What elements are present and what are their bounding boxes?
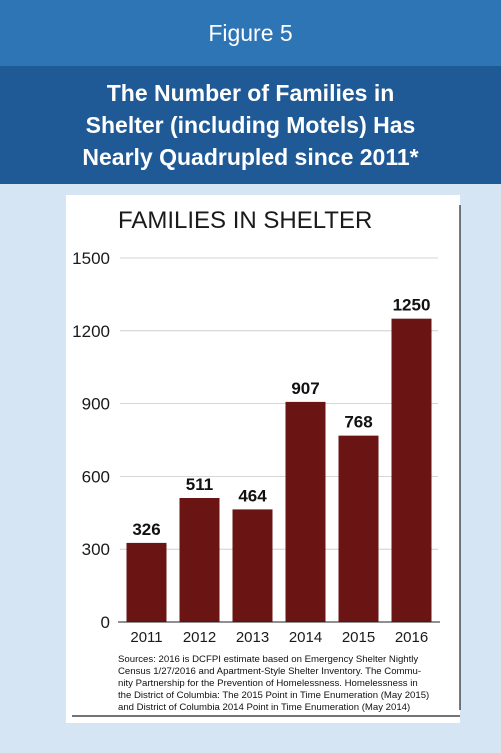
y-axis-ticks: 0 300 600 900 1200 1500 [72,249,110,632]
figure-title-line-1: The Number of Families in [106,80,395,106]
x-tick-label: 2014 [289,629,322,646]
bar [285,401,326,622]
y-tick-label: 0 [101,613,110,632]
y-tick-label: 300 [82,540,110,559]
sources-line-3: nity Partnership for the Prevention of H… [118,678,418,689]
figure-title-line-2: Shelter (including Motels) Has [85,112,416,138]
figure-label: Figure 5 [0,0,501,66]
data-label: 1250 [393,296,431,315]
sources-line-5: and District of Columbia 2014 Point in T… [118,702,411,713]
y-tick-label: 1200 [72,322,110,341]
bar [338,435,379,622]
y-tick-label: 600 [82,467,110,486]
data-label: 326 [132,520,160,539]
y-tick-label: 1500 [72,249,110,268]
x-tick-label: 2011 [130,629,162,646]
bar [391,318,432,622]
data-label: 511 [186,475,213,494]
data-label: 768 [344,413,372,432]
sources-note: Sources: 2016 is DCFPI estimate based on… [118,654,458,714]
sources-line-4: the District of Columbia: The 2015 Point… [118,690,430,701]
data-labels: 326 511 464 907 768 1250 [132,296,430,539]
x-tick-label: 2013 [236,629,269,646]
x-tick-label: 2012 [183,629,216,646]
x-axis-ticks: 2011 2012 2013 2014 2015 2016 [130,629,428,646]
bar [232,509,273,622]
bar [179,497,220,622]
sources-line-2: Census 1/27/2016 and Apartment-Style She… [118,666,422,677]
x-tick-label: 2016 [395,629,428,646]
data-label: 464 [238,486,267,505]
data-label: 907 [291,379,319,398]
y-tick-label: 900 [82,395,110,414]
gridlines [120,257,438,550]
bars [126,318,432,622]
x-tick-label: 2015 [342,629,375,646]
figure-title-line-3: Nearly Quadrupled since 2011* [82,144,419,170]
figure-title: The Number of Families in Shelter (inclu… [0,66,501,184]
chart-title: FAMILIES IN SHELTER [118,207,372,234]
bar [126,542,167,622]
sources-line-1: Sources: 2016 is DCFPI estimate based on… [118,654,419,665]
